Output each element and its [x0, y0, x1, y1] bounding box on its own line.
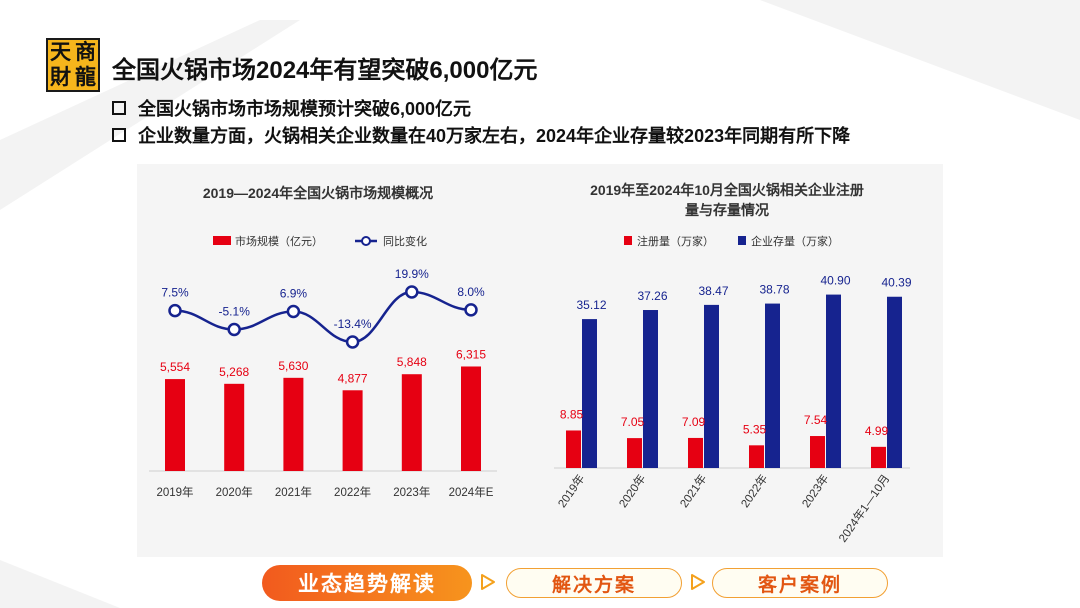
x-tick-label: 2024年1—10月 [836, 472, 893, 545]
bar-value-label: 7.05 [621, 415, 645, 429]
bar-value-label: 38.47 [698, 284, 728, 298]
bar-registrations [810, 436, 825, 468]
yoy-value-label: -5.1% [219, 305, 251, 319]
yoy-point [345, 335, 360, 349]
legend-label: 同比变化 [383, 234, 427, 248]
bar-stock [643, 310, 658, 468]
square-bullet-icon [112, 100, 126, 115]
play-arrow-icon [481, 574, 495, 590]
bullet-item: 企业数量方面，火锅相关企业数量在40万家左右，2024年企业存量较2023年同期… [112, 121, 850, 148]
legend-swatch-market-size [213, 236, 231, 245]
bar-market-size [224, 383, 245, 471]
bar-registrations [871, 446, 886, 468]
bar-value-label: 5,554 [160, 360, 190, 374]
bar-market-size [342, 390, 363, 471]
logo-char: 龍 [75, 64, 96, 89]
logo-char: 商 [75, 39, 96, 64]
bar-registrations [749, 445, 764, 468]
bar-stock [826, 294, 841, 468]
bar-value-label: 5,848 [397, 355, 427, 369]
logo-char: 財 [50, 64, 71, 89]
bar-registrations [566, 430, 581, 468]
bar-value-label: 8.85 [560, 407, 584, 421]
yoy-point [464, 303, 478, 317]
bar-stock [704, 304, 719, 468]
bar-value-label: 38.78 [759, 283, 789, 297]
chart-title-line: 量与存量情况 [685, 202, 769, 218]
bar-value-label: 7.09 [682, 415, 706, 429]
x-tick-label: 2021年 [275, 485, 312, 499]
x-tick-label: 2024年E [449, 485, 494, 499]
bar-registrations [688, 437, 703, 468]
x-tick-label: 2022年 [738, 472, 771, 510]
bullet-text: 企业数量方面，火锅相关企业数量在40万家左右，2024年企业存量较2023年同期… [138, 125, 851, 146]
chart-title: 2019—2024年全国火锅市场规模概况 [203, 185, 433, 201]
legend-label: 注册量（万家） [637, 234, 714, 248]
yoy-value-label: -13.4% [334, 317, 372, 331]
x-tick-label: 2021年 [677, 472, 710, 510]
yoy-point [227, 322, 241, 337]
bar-registrations [627, 438, 642, 468]
bullet-list: 全国火锅市场市场规模预计突破6,000亿元 企业数量方面，火锅相关企业数量在40… [112, 94, 850, 148]
bar-value-label: 5,630 [278, 359, 308, 373]
x-tick-label: 2020年 [216, 485, 253, 499]
yoy-value-label: 7.5% [161, 286, 189, 300]
x-tick-label: 2022年 [334, 485, 371, 499]
yoy-point [286, 304, 301, 319]
bar-market-size [401, 374, 422, 471]
yoy-value-label: 8.0% [457, 285, 485, 299]
bullet-item: 全国火锅市场市场规模预计突破6,000亿元 [112, 94, 850, 121]
bar-market-size [461, 366, 481, 471]
bar-value-label: 40.90 [820, 274, 850, 288]
bar-value-label: 4.99 [865, 424, 889, 438]
legend-swatch-stock [738, 236, 746, 245]
legend-label: 企业存量（万家） [751, 234, 839, 248]
square-bullet-icon [112, 127, 126, 142]
bar-stock [887, 296, 902, 468]
bar-value-label: 5,268 [219, 365, 249, 379]
logo-char: 天 [50, 39, 71, 64]
bar-value-label: 6,315 [456, 347, 486, 361]
bullet-text: 全国火锅市场市场规模预计突破6,000亿元 [138, 98, 472, 119]
tab-client-cases[interactable]: 客户案例 [712, 568, 888, 598]
tab-industry-trends[interactable]: 业态趋势解读 [262, 565, 472, 601]
bar-value-label: 37.26 [637, 289, 667, 303]
yoy-value-label: 19.9% [395, 267, 429, 281]
legend-label: 市场规模（亿元） [235, 234, 323, 248]
x-tick-label: 2019年 [555, 472, 588, 510]
bar-market-size [283, 377, 304, 471]
section-tabs: 业态趋势解读 解决方案 客户案例 [0, 562, 1080, 602]
x-tick-label: 2023年 [393, 485, 430, 499]
bar-value-label: 35.12 [576, 298, 606, 312]
bar-value-label: 7.54 [804, 413, 828, 427]
bar-value-label: 40.39 [881, 276, 911, 290]
yoy-value-label: 6.9% [280, 287, 308, 301]
yoy-point [405, 285, 419, 299]
yoy-point [168, 303, 182, 318]
page-title: 全国火锅市场2024年有望突破6,000亿元 [112, 57, 538, 84]
bar-value-label: 5.35 [743, 422, 767, 436]
legend-swatch-registrations [624, 236, 632, 245]
company-logo: 天 商 財 龍 [46, 38, 100, 92]
x-tick-label: 2023年 [799, 472, 832, 510]
bar-value-label: 4,877 [338, 371, 368, 385]
legend-marker-yoy [361, 236, 371, 246]
chart-title-line: 2019年至2024年10月全国火锅相关企业注册 [590, 182, 864, 198]
bar-market-size [165, 379, 185, 471]
chart-panel: 2019—2024年全国火锅市场规模概况市场规模（亿元） 同比变化 5,554 201… [137, 164, 943, 557]
bar-stock [765, 303, 780, 468]
tab-solutions[interactable]: 解决方案 [506, 568, 682, 598]
x-tick-label: 2020年 [616, 472, 649, 510]
x-tick-label: 2019年 [156, 485, 193, 499]
play-arrow-icon [691, 574, 705, 590]
bar-stock [582, 319, 597, 468]
